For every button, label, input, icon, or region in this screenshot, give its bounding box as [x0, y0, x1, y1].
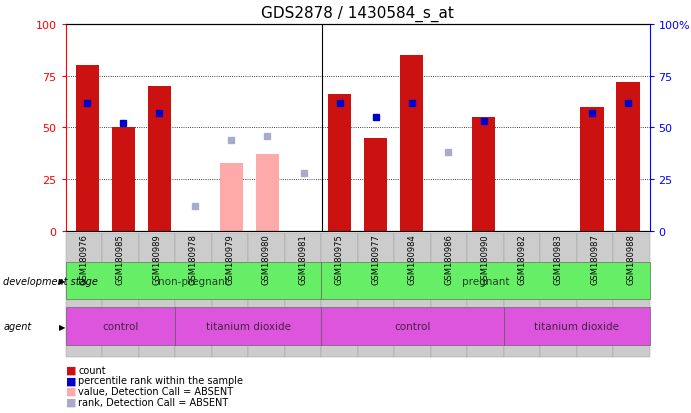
Text: GSM180988: GSM180988	[627, 233, 636, 284]
Text: count: count	[78, 365, 106, 375]
Bar	[220, 163, 243, 231]
Text: control: control	[102, 321, 139, 331]
Bar	[472, 118, 495, 231]
Text: GSM180977: GSM180977	[371, 233, 380, 284]
Text: value, Detection Call = ABSENT: value, Detection Call = ABSENT	[78, 386, 233, 396]
Text: GSM180986: GSM180986	[444, 233, 453, 284]
Text: GSM180987: GSM180987	[590, 233, 599, 284]
Text: rank, Detection Call = ABSENT: rank, Detection Call = ABSENT	[78, 397, 228, 407]
Text: development stage: development stage	[3, 276, 98, 286]
Text: ■: ■	[66, 375, 77, 385]
Text: pregnant: pregnant	[462, 276, 509, 286]
Text: control: control	[394, 321, 430, 331]
Text: GSM180981: GSM180981	[299, 233, 307, 284]
Title: GDS2878 / 1430584_s_at: GDS2878 / 1430584_s_at	[261, 6, 454, 22]
Text: GSM180990: GSM180990	[481, 233, 490, 284]
Bar	[328, 95, 351, 231]
Text: GSM180985: GSM180985	[116, 233, 125, 284]
Text: GSM180982: GSM180982	[518, 233, 527, 284]
Text: GSM180983: GSM180983	[553, 233, 562, 284]
Text: percentile rank within the sample: percentile rank within the sample	[78, 375, 243, 385]
Text: titanium dioxide: titanium dioxide	[534, 321, 619, 331]
Bar	[364, 138, 388, 231]
Text: ■: ■	[66, 397, 77, 407]
Text: GSM180989: GSM180989	[153, 233, 162, 284]
Text: agent: agent	[3, 321, 32, 331]
Text: GSM180979: GSM180979	[225, 233, 234, 284]
Text: GSM180978: GSM180978	[189, 233, 198, 284]
Bar	[616, 83, 640, 231]
Text: ■: ■	[66, 386, 77, 396]
Bar	[148, 87, 171, 231]
Bar	[580, 107, 603, 231]
Text: GSM180975: GSM180975	[335, 233, 344, 284]
Text: titanium dioxide: titanium dioxide	[206, 321, 291, 331]
Bar	[400, 56, 424, 231]
Text: ■: ■	[66, 365, 77, 375]
Text: ▶: ▶	[59, 276, 66, 285]
Text: non-pregnant: non-pregnant	[158, 276, 229, 286]
Bar	[75, 66, 99, 231]
Bar	[112, 128, 135, 231]
Text: GSM180980: GSM180980	[262, 233, 271, 284]
Text: GSM180976: GSM180976	[79, 233, 88, 284]
Bar	[256, 155, 279, 231]
Text: ▶: ▶	[59, 322, 66, 331]
Text: GSM180984: GSM180984	[408, 233, 417, 284]
